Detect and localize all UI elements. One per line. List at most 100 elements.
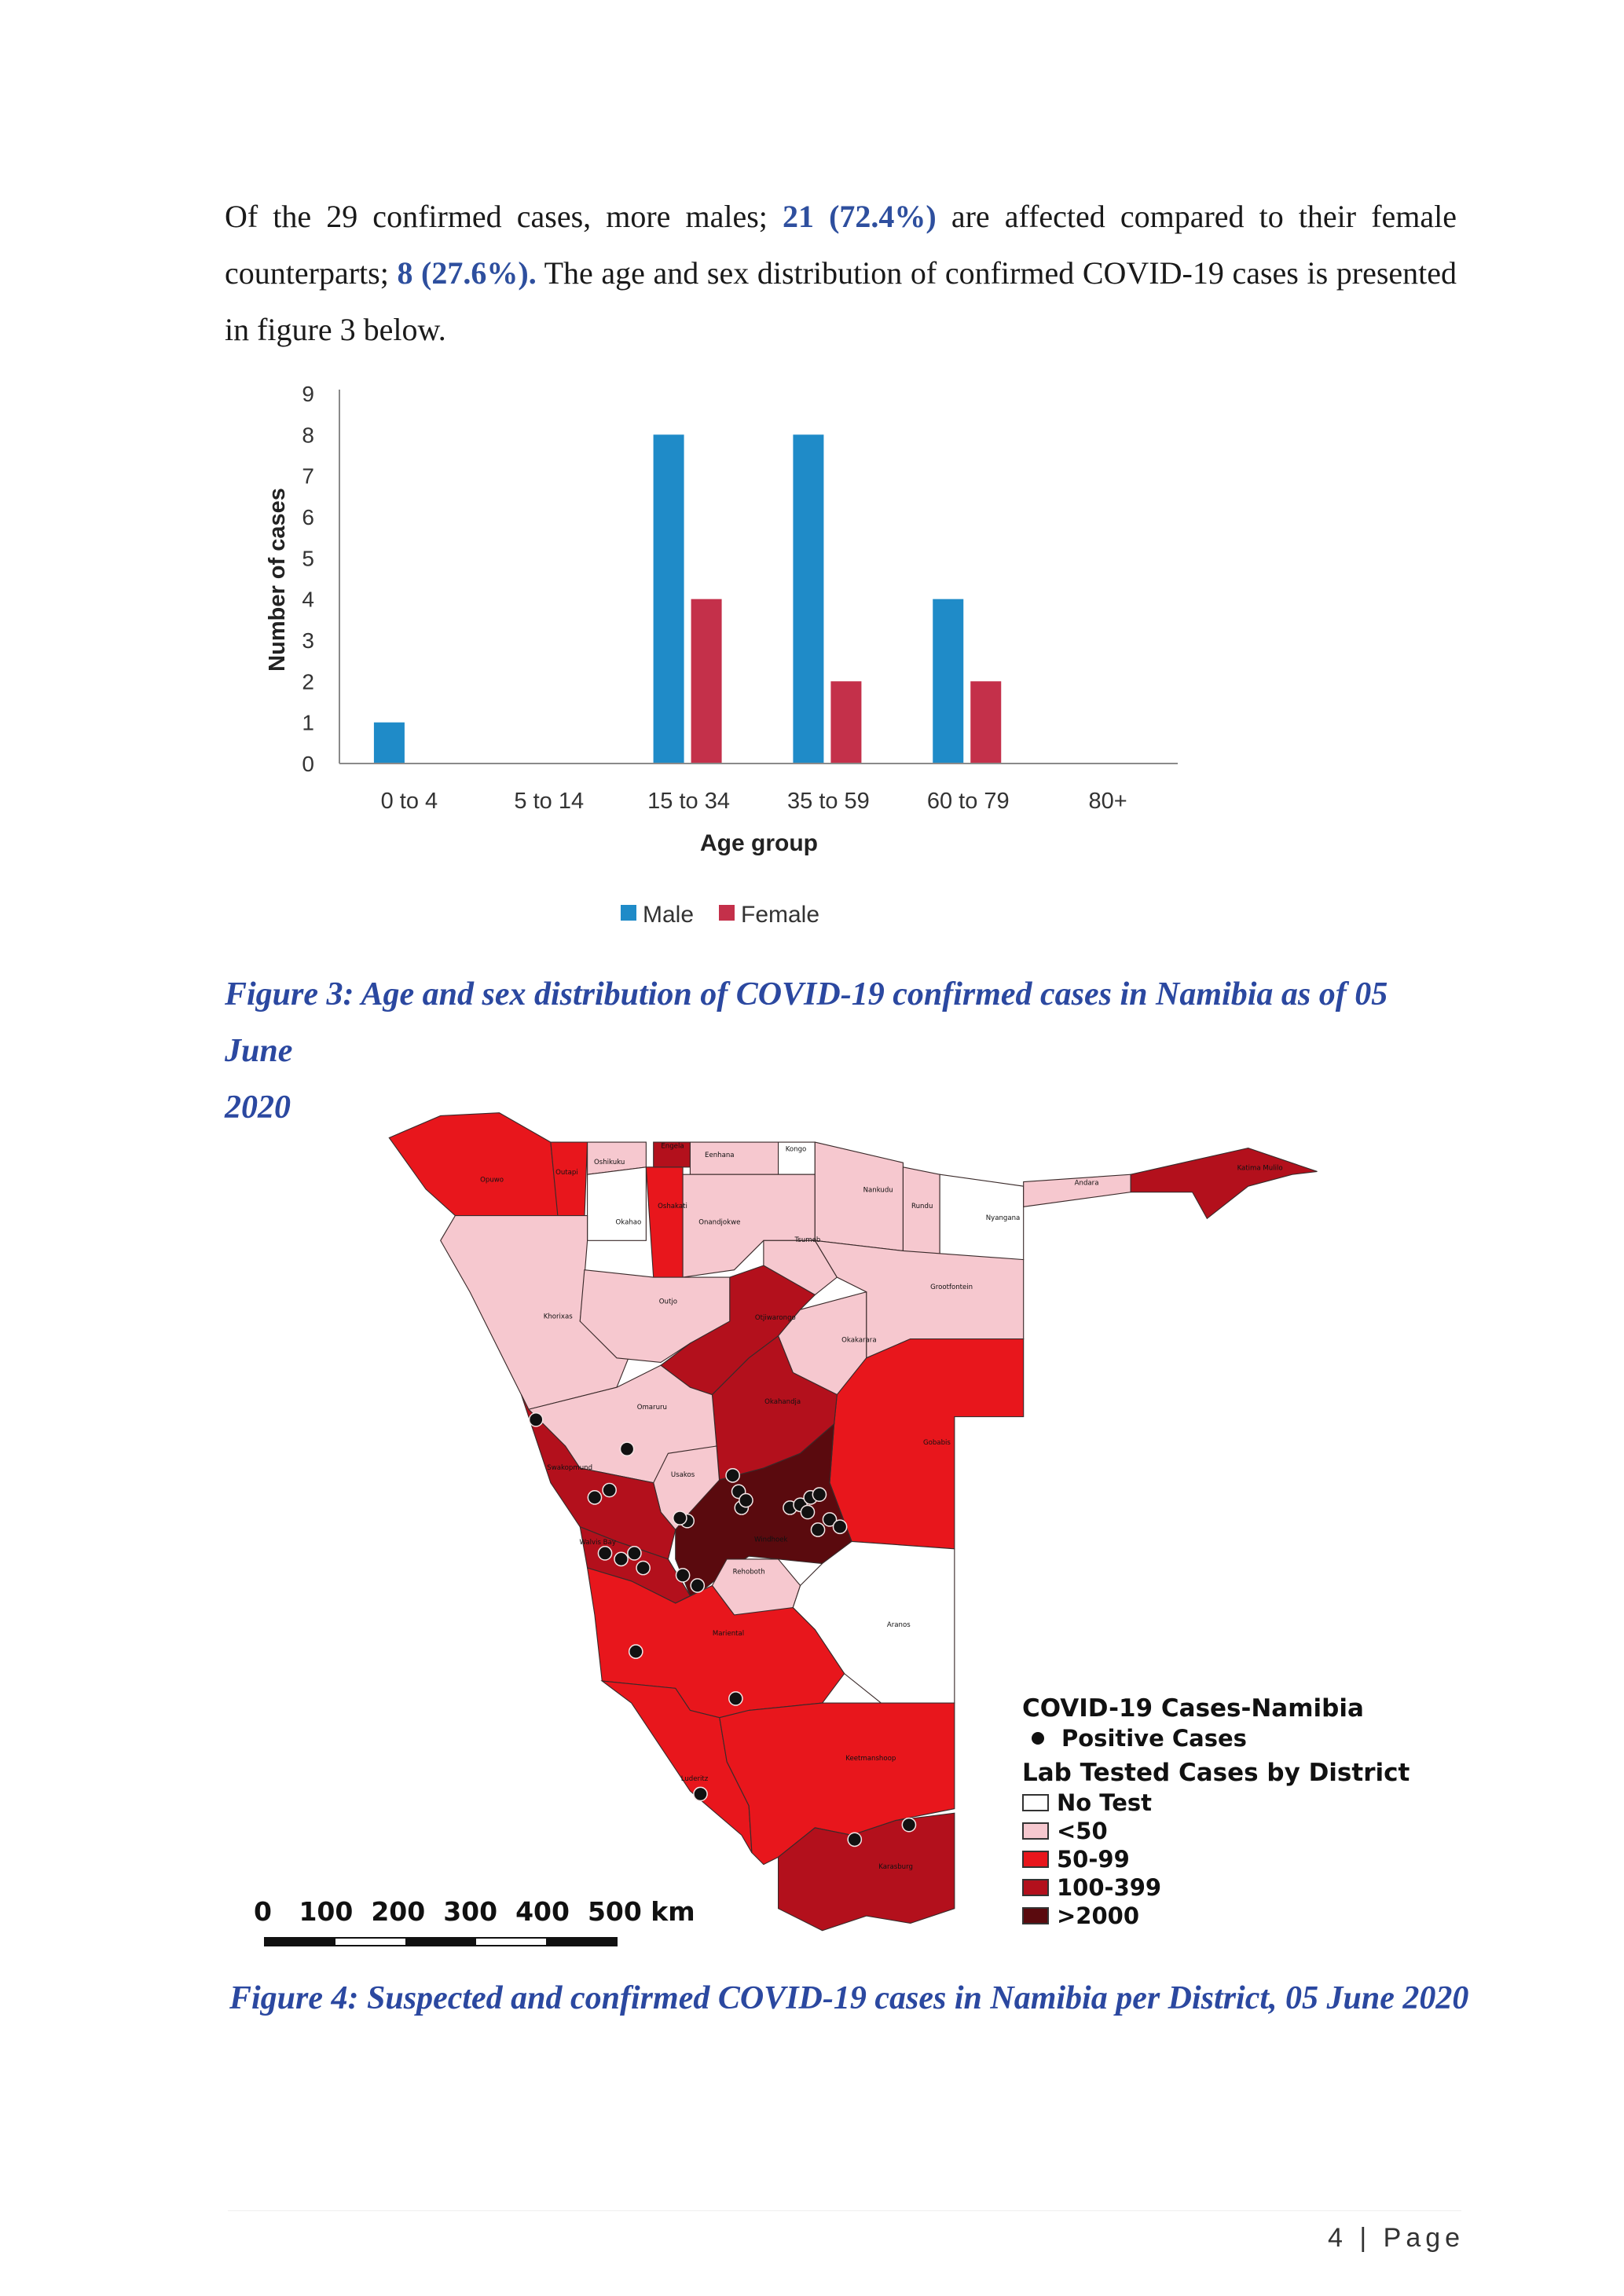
positive-case-dot: [690, 1578, 706, 1593]
positive-case-dot: [619, 1441, 635, 1457]
scale-label: 400: [515, 1896, 570, 1927]
positive-case-dot: [725, 1468, 740, 1483]
legend-class-row: 50-99: [1022, 1845, 1410, 1873]
district-label: Kongo: [786, 1145, 807, 1153]
bar-male: [373, 722, 405, 764]
legend-swatch: [1022, 1794, 1049, 1811]
district-label: Outapi: [555, 1169, 578, 1177]
legend-swatch-male: [621, 905, 636, 921]
scale-bar-labels: 0 100 200 300 400 500 km: [254, 1896, 695, 1927]
district-karasburg: [778, 1812, 955, 1932]
district-label: Otjiwarongo: [755, 1314, 796, 1322]
text: Of the 29 confirmed cases, more males;: [225, 199, 783, 234]
positive-case-dot: [628, 1644, 643, 1659]
positive-case-dot: [822, 1512, 838, 1527]
scale-label: 200: [371, 1896, 426, 1927]
age-sex-bar-chart: 0 1 2 3 4 5 6 7 8 9 0 to 4 5 to 14 15 to 34 35 to 59 6…: [265, 382, 1178, 928]
positive-case-dot: [673, 1511, 687, 1525]
bar-female: [970, 681, 1002, 764]
y-axis-label: Number of cases: [265, 488, 290, 672]
scale-label: 0: [254, 1896, 272, 1927]
district-label: Okakarara: [841, 1336, 876, 1344]
positive-case-dot-icon: [1032, 1732, 1044, 1745]
district-label: Windhoek: [754, 1536, 788, 1543]
legend-swatch: [1022, 1907, 1049, 1924]
district-label: Tsumeb: [794, 1236, 821, 1244]
legend-label-male: Male: [643, 902, 694, 928]
x-tick-label: 15 to 34: [647, 789, 730, 814]
legend-class-row: 100-399: [1022, 1873, 1410, 1902]
legend-class-row: No Test: [1022, 1789, 1410, 1817]
district-label: Oshakati: [658, 1203, 687, 1210]
scale-label: 500 km: [587, 1896, 695, 1927]
positive-case-dot: [810, 1522, 826, 1537]
legend-class-label: 50-99: [1057, 1846, 1130, 1873]
district-label: Okahao: [616, 1219, 642, 1227]
positive-case-dot: [614, 1551, 629, 1567]
chart-legend: Male Female: [621, 902, 819, 928]
positive-case-dot: [739, 1492, 753, 1508]
x-tick-label: 60 to 79: [927, 789, 1010, 814]
scale-label: 100: [299, 1896, 354, 1927]
legend-class-row: >2000: [1022, 1902, 1410, 1930]
scale-bar: [264, 1937, 618, 1946]
legend-class-label: 100-399: [1057, 1874, 1162, 1901]
positive-case-dot: [812, 1487, 827, 1502]
district-khorixas: [440, 1214, 632, 1410]
district-label: Andara: [1075, 1179, 1099, 1187]
intro-paragraph: Of the 29 confirmed cases, more males; 2…: [225, 189, 1457, 358]
positive-case-dot: [528, 1412, 544, 1427]
legend-district-title: Lab Tested Cases by District: [1022, 1759, 1410, 1787]
bar-male: [933, 599, 964, 764]
x-axis-label: Age group: [700, 830, 818, 856]
y-tick-label: 0: [302, 752, 314, 776]
female-stat: 8 (27.6%).: [397, 255, 537, 291]
district-label: Khorixas: [544, 1313, 574, 1320]
positive-case-dot: [636, 1560, 651, 1576]
legend-label-female: Female: [741, 902, 819, 928]
page-number: 4: [1328, 2223, 1347, 2253]
legend-swatch: [1022, 1822, 1049, 1840]
district-label: Mariental: [713, 1630, 744, 1638]
legend-class-label: >2000: [1057, 1902, 1140, 1929]
district-label: Rehoboth: [733, 1569, 765, 1576]
footer-divider: [228, 2210, 1461, 2211]
positive-case-dot: [901, 1817, 917, 1833]
district-label: Engela: [661, 1143, 684, 1151]
district-nankudu: [814, 1141, 904, 1252]
legend-positive-label: Positive Cases: [1061, 1725, 1247, 1752]
legend-swatch: [1022, 1879, 1049, 1896]
district-label: Nyangana: [986, 1214, 1021, 1222]
positive-case-dot: [587, 1490, 603, 1505]
legend-swatch-female: [719, 905, 735, 921]
district-label: Keetmanshoop: [845, 1755, 896, 1763]
district-label: Onandjokwe: [698, 1219, 740, 1227]
district-tsumeb: [763, 1240, 838, 1296]
district-label: Opuwo: [480, 1177, 504, 1185]
page-label: | Page: [1359, 2223, 1465, 2253]
district-label: Eenhana: [705, 1152, 735, 1159]
y-tick-label: 7: [302, 464, 314, 489]
legend-title: COVID-19 Cases-Namibia: [1022, 1694, 1364, 1723]
district-label: Omaruru: [637, 1404, 667, 1412]
district-label: Katima Mulilo: [1237, 1165, 1283, 1173]
figure-3-caption: Figure 3: Age and sex distribution of CO…: [225, 966, 1458, 1136]
map-legend: COVID-19 Cases-Namibia Positive Cases La…: [1022, 1693, 1410, 1930]
legend-class-label: No Test: [1057, 1789, 1153, 1816]
district-label: Walvis Bay: [579, 1539, 615, 1547]
positive-case-dot: [602, 1482, 617, 1498]
caption-line: 2020: [225, 1089, 291, 1126]
positive-case-dot: [832, 1519, 848, 1535]
district-label: Rundu: [911, 1203, 933, 1210]
positive-case-dot: [728, 1691, 743, 1706]
legend-swatch: [1022, 1851, 1049, 1868]
y-tick-label: 6: [302, 505, 314, 529]
district-label: Aranos: [887, 1621, 911, 1629]
district-label: Swakopmund: [547, 1464, 592, 1472]
y-tick-label: 3: [302, 628, 314, 653]
district-swakopmund: [520, 1394, 676, 1560]
x-tick-label: 80+: [1088, 789, 1127, 814]
district-label: Nankudu: [863, 1187, 893, 1195]
bar-male: [653, 434, 684, 764]
legend-class-label: <50: [1057, 1818, 1108, 1844]
